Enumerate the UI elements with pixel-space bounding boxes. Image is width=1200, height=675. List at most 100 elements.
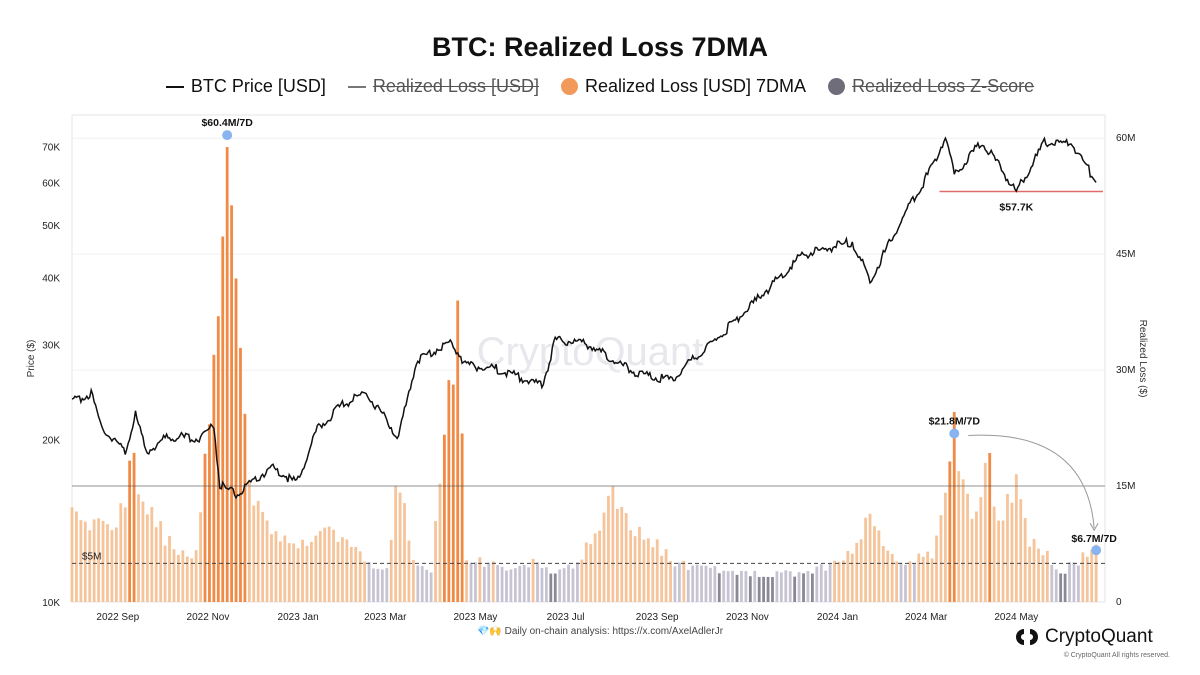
plot-frame [71, 114, 1106, 603]
loss-bar [314, 535, 318, 602]
loss-bar [850, 553, 854, 602]
loss-bar [868, 513, 872, 602]
loss-bar [341, 537, 344, 602]
price-line [71, 136, 1097, 500]
loss-bar [385, 568, 389, 602]
loss-bar [748, 576, 752, 602]
loss-bar [163, 545, 167, 602]
loss-bar [292, 543, 296, 602]
loss-bar [83, 521, 87, 602]
loss-bar [407, 540, 411, 602]
loss-bar [88, 530, 92, 602]
loss-bar [943, 492, 947, 602]
loss-bar [842, 560, 845, 602]
loss-bar [1072, 562, 1076, 602]
x-tick-label: 2024 May [994, 612, 1038, 623]
loss-bar [221, 236, 225, 602]
line-marker-icon [165, 85, 184, 88]
loss-bar [1010, 502, 1014, 602]
legend-item-realized-loss-7dma[interactable]: Realized Loss [USD] 7DMA [560, 76, 806, 97]
loss-bar [975, 511, 978, 602]
loss-bar [753, 570, 757, 602]
loss-bar [824, 570, 828, 602]
loss-bar [624, 513, 628, 602]
loss-bar [110, 530, 114, 602]
loss-bar [154, 527, 158, 602]
brand: CryptoQuant [1015, 626, 1153, 648]
loss-bar [1059, 573, 1063, 602]
loss-bar [349, 546, 353, 602]
loss-bar [310, 541, 313, 602]
footer-analysis-link[interactable]: 💎🙌 Daily on-chain analysis: https://x.co… [476, 626, 724, 637]
loss-bar [119, 503, 123, 602]
right-axis-title: Realized Loss ($) [1137, 320, 1148, 398]
loss-bar [301, 539, 304, 602]
loss-bar [642, 539, 646, 602]
annotation-label: $6.7M/7D [1071, 533, 1117, 545]
left-tick-label: 50K [42, 221, 60, 232]
loss-bar [456, 300, 460, 602]
loss-bar [265, 520, 269, 602]
loss-bar [274, 531, 278, 602]
loss-bar [598, 530, 601, 602]
loss-bar [101, 520, 105, 602]
loss-bar [722, 570, 726, 602]
loss-bar [1006, 493, 1009, 602]
dot-marker-icon [828, 78, 846, 95]
loss-bar [380, 569, 384, 602]
loss-bar [988, 452, 992, 602]
x-tick-label: 2023 May [453, 612, 497, 623]
peak-marker [222, 130, 233, 141]
loss-bar [602, 512, 606, 602]
x-tick-label: 2023 Sep [636, 612, 679, 623]
loss-bar [691, 565, 695, 602]
loss-bar [784, 570, 788, 602]
loss-bar [185, 556, 189, 602]
loss-bar [496, 565, 500, 602]
loss-bar [819, 564, 823, 602]
loss-bar [899, 562, 903, 602]
loss-bar [159, 521, 163, 602]
loss-bar [1050, 565, 1054, 602]
loss-bar [873, 526, 876, 602]
loss-bar [593, 533, 597, 602]
loss-bar [704, 565, 708, 602]
loss-bar [1081, 552, 1085, 602]
loss-bar [256, 500, 260, 602]
loss-bars [70, 147, 1098, 602]
loss-bar [212, 354, 216, 602]
loss-bar [930, 558, 934, 602]
loss-bar [389, 539, 393, 602]
loss-bar [904, 565, 907, 602]
loss-bar [744, 571, 748, 602]
left-tick-label: 30K [42, 341, 60, 352]
loss-bar [660, 555, 664, 602]
loss-bar [961, 479, 965, 602]
loss-bar [411, 559, 415, 602]
legend-item-realized-loss[interactable]: Realized Loss [USD] [347, 76, 539, 97]
loss-bar [828, 562, 832, 602]
loss-bar [731, 570, 734, 602]
loss-bar [859, 539, 863, 602]
legend-item-btc-price[interactable]: BTC Price [USD] [165, 76, 326, 97]
loss-bar [1028, 546, 1032, 602]
left-axis-title: Price ($) [26, 340, 37, 378]
loss-bar [576, 562, 579, 602]
x-tick-label: 2023 Jul [547, 612, 585, 623]
legend: BTC Price [USD] Realized Loss [USD] Real… [0, 76, 1200, 97]
loss-bar [487, 562, 491, 602]
loss-bar [363, 561, 367, 602]
loss-bar [491, 561, 495, 602]
loss-bar [261, 511, 265, 602]
loss-bar [921, 556, 925, 602]
loss-bar [983, 462, 987, 602]
annotations: $60.4M/7D $21.8M/7D $6.7M/7D $57.7K [201, 117, 1117, 556]
loss-bar [230, 205, 234, 602]
legend-item-z-score[interactable]: Realized Loss Z-Score [828, 76, 1034, 97]
loss-bar [372, 568, 375, 602]
loss-bar [864, 517, 867, 602]
loss-bar [394, 486, 398, 602]
loss-bar [513, 568, 517, 602]
loss-bar [509, 569, 513, 602]
loss-bar [970, 518, 974, 602]
